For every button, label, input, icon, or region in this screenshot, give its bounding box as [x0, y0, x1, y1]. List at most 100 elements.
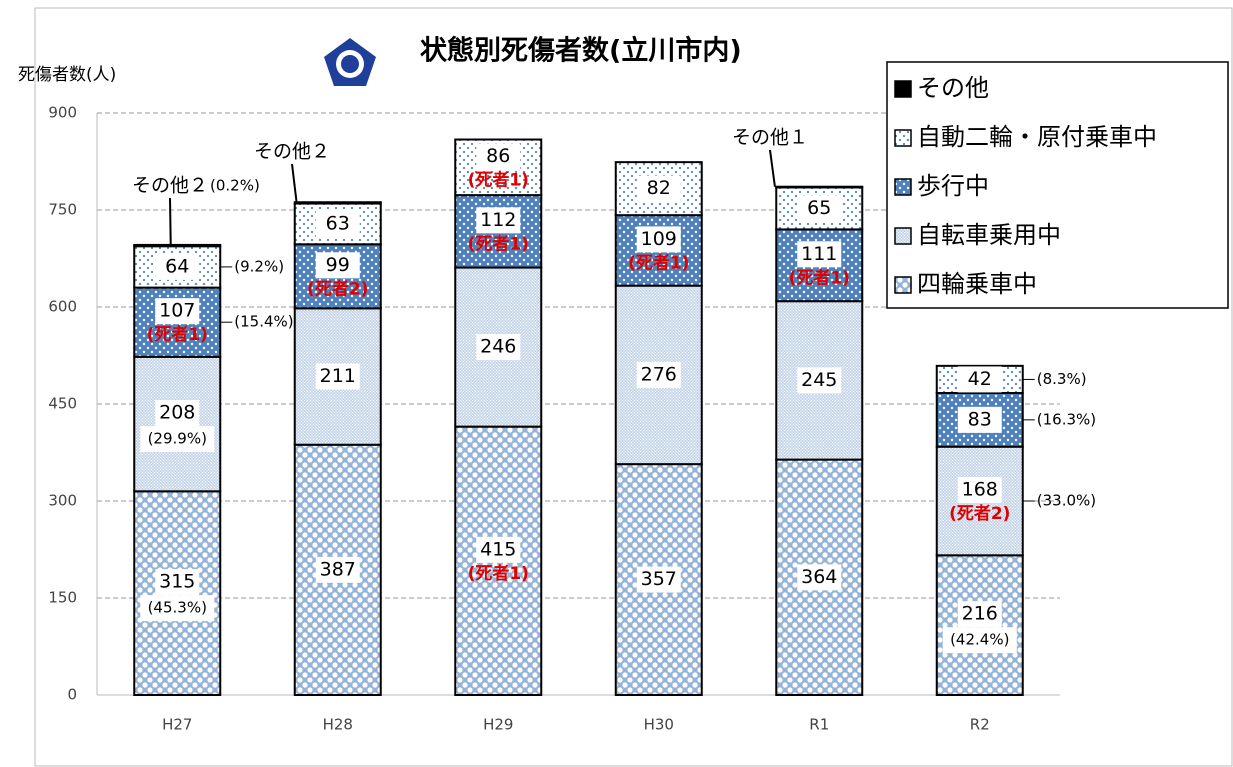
chart-title: 状態別死傷者数(立川市内) [420, 35, 742, 67]
y-tick-label: 0 [67, 686, 77, 704]
fatality-label-text: (死者1) [468, 563, 529, 584]
label-box [797, 241, 842, 268]
fatality-label: (死者2) [949, 503, 1010, 524]
data-label: 415 [476, 536, 521, 563]
bar-segment [775, 185, 864, 189]
data-label: 99 [315, 252, 360, 279]
label-box [636, 175, 681, 202]
data-label-text: 86 [486, 145, 510, 167]
label-box [315, 210, 360, 237]
x-tick-label: H29 [483, 716, 513, 734]
legend-label: 歩行中 [917, 172, 989, 200]
label-box [315, 556, 360, 583]
label-box [155, 569, 200, 596]
data-label: 357 [636, 566, 681, 593]
y-tick-label: 600 [48, 298, 77, 316]
data-label-text: 276 [641, 363, 677, 385]
share-label-text: (45.3%) [148, 599, 207, 617]
legend-swatch [894, 227, 912, 245]
legend-box [886, 61, 1229, 309]
label-box [155, 298, 200, 325]
data-label-text: 109 [641, 228, 677, 250]
share-label: (8.3%) [1037, 370, 1087, 388]
x-tick-label: H30 [644, 716, 674, 734]
leader-line [169, 197, 172, 245]
data-label: 208 [155, 400, 200, 427]
data-label-text: 246 [480, 336, 516, 358]
data-label: 112 [476, 207, 521, 234]
fatality-label-text: (死者2) [307, 278, 368, 299]
data-label-text: 83 [968, 408, 992, 430]
data-label: 111 [797, 241, 842, 268]
share-label: (42.4%) [942, 627, 1017, 654]
data-label: 42 [957, 366, 1002, 393]
data-label-text: 357 [641, 568, 677, 590]
label-box [797, 564, 842, 591]
fatality-label-text: (死者1) [468, 233, 529, 254]
label-box [957, 406, 1002, 433]
data-label-text: 415 [480, 538, 516, 560]
data-label-text: 99 [326, 254, 350, 276]
data-label-text: 387 [320, 558, 356, 580]
fatality-label-text: (死者1) [789, 267, 850, 288]
leader-line [291, 163, 298, 203]
data-label: 246 [476, 334, 521, 361]
data-label: 86 [476, 143, 521, 170]
data-label-text: 42 [968, 368, 992, 390]
legend-label: 四輪乗車中 [917, 270, 1037, 298]
legend-swatch [894, 80, 912, 98]
data-label: 387 [315, 556, 360, 583]
fatality-label-text: (死者2) [949, 503, 1010, 524]
data-label: その他１ [732, 127, 808, 149]
share-label-text: (29.9%) [148, 430, 207, 448]
data-label: 82 [636, 175, 681, 202]
label-box [957, 601, 1002, 628]
fatality-label: (死者1) [789, 267, 850, 288]
share-label-text: (42.4%) [950, 631, 1009, 649]
label-box [797, 367, 842, 394]
fatality-label: (死者1) [468, 563, 529, 584]
fatality-label-text: (死者1) [468, 169, 529, 190]
share-label: (33.0%) [1037, 492, 1096, 510]
fatality-label: (死者1) [147, 324, 208, 345]
data-label-text: 82 [647, 177, 671, 199]
label-box [476, 334, 521, 361]
fatality-label-text: (死者1) [147, 324, 208, 345]
label-box [476, 207, 521, 234]
data-label: 65 [797, 195, 842, 222]
bar-segment [293, 201, 382, 205]
legend-label: その他 [917, 74, 989, 102]
fatality-label: (死者1) [468, 233, 529, 254]
data-label: 109 [636, 226, 681, 253]
data-label: 245 [797, 367, 842, 394]
label-box [797, 195, 842, 222]
label-box [942, 627, 1017, 654]
x-tick-label: R2 [970, 716, 990, 734]
data-label-text: 111 [801, 243, 837, 265]
label-box [636, 566, 681, 593]
data-label-text: 64 [165, 255, 189, 277]
label-box [957, 366, 1002, 393]
share-label: (45.3%) [140, 595, 215, 622]
y-tick-label: 750 [48, 201, 77, 219]
y-axis-label: 死傷者数(人) [18, 65, 116, 85]
fatality-label: (死者2) [307, 278, 368, 299]
label-box [636, 226, 681, 253]
y-tick-label: 450 [48, 395, 77, 413]
label-box [140, 426, 215, 453]
label-box [476, 536, 521, 563]
label-box [315, 363, 360, 390]
legend-label: 自転車乗用中 [917, 221, 1061, 249]
data-label: 211 [315, 363, 360, 390]
leader-line [769, 149, 776, 187]
data-label: その他２ [132, 175, 208, 197]
bar-segment [133, 243, 222, 248]
label-box [315, 252, 360, 279]
data-label: 216 [957, 601, 1002, 628]
data-label-text: 216 [962, 603, 998, 625]
x-tick-label: R1 [809, 716, 829, 734]
legend-swatch [894, 276, 912, 294]
fatality-label: (死者1) [628, 252, 689, 273]
data-label: 107 [155, 298, 200, 325]
fatality-label: (死者1) [468, 169, 529, 190]
